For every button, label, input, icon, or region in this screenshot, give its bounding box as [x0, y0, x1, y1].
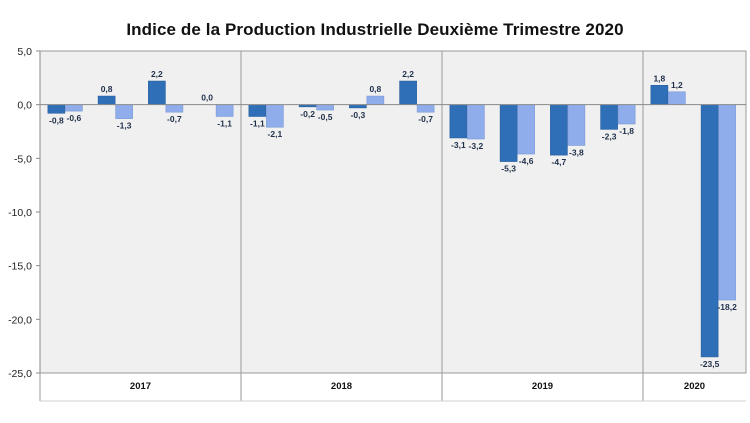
bar-2018-1-b: [266, 104, 284, 128]
bar-2018-1-a: [248, 104, 267, 117]
data-label: -0,7: [418, 114, 433, 124]
bar-2018-2-b: [316, 104, 334, 111]
bar-2017-1-b: [65, 104, 83, 112]
y-tick-label: 5,0: [17, 46, 32, 58]
data-label: -4,7: [552, 157, 567, 167]
data-label: -1,1: [250, 118, 265, 128]
bar-2017-3-b: [165, 104, 184, 113]
bar-2017-2-a: [97, 95, 116, 105]
data-label: 2,2: [402, 69, 414, 79]
x-category-label-2019: 2019: [532, 381, 553, 392]
bar-2018-4-b: [416, 104, 435, 113]
bar-2019-1-a: [449, 104, 468, 139]
x-category-label-2018: 2018: [331, 381, 352, 392]
data-label: -0,6: [67, 113, 82, 123]
y-tick-label: -20,0: [8, 314, 32, 326]
bar-2020-2-a: [700, 104, 719, 358]
x-category-label-2017: 2017: [130, 381, 151, 392]
y-tick-label: -15,0: [8, 261, 32, 273]
data-label: -3,2: [469, 141, 484, 151]
bar-2019-3-b: [567, 104, 586, 146]
y-tick-label: -10,0: [8, 207, 32, 219]
data-label: 0,0: [201, 93, 213, 103]
data-label: -1,3: [117, 121, 132, 131]
y-tick-label: -5,0: [14, 153, 32, 165]
chart-title: Indice de la Production Industrielle Deu…: [126, 20, 624, 39]
bar-2017-2-b: [115, 104, 133, 119]
data-label: -0,8: [49, 115, 64, 125]
data-label: 0,8: [101, 84, 113, 94]
bar-2020-1-a: [650, 85, 669, 105]
data-label: 1,2: [671, 80, 683, 90]
data-label: -2,3: [602, 131, 617, 141]
bar-2020-1-b: [668, 91, 686, 105]
data-label: -3,1: [451, 140, 466, 150]
data-label: -2,1: [268, 129, 283, 139]
data-label: 0,8: [369, 84, 381, 94]
data-label: -0,7: [167, 114, 182, 124]
x-category-label-2020: 2020: [684, 381, 705, 392]
data-label: -4,6: [519, 156, 534, 166]
data-label: -3,8: [569, 147, 584, 157]
data-label: -18,2: [717, 302, 737, 312]
bar-2020-2-b: [718, 104, 736, 301]
bar-2019-2-a: [499, 104, 518, 162]
bar-2019-1-b: [467, 104, 485, 140]
plot-area: [39, 50, 747, 374]
data-label: -1,8: [619, 126, 634, 136]
bar-2017-3-a: [148, 80, 166, 105]
bar-2017-1-a: [47, 104, 66, 114]
bar-2019-4-a: [600, 104, 618, 130]
bar-2017-4-b: [215, 104, 234, 117]
bar-2019-3-a: [550, 104, 568, 156]
bar-2018-4-a: [399, 80, 417, 105]
data-label: -0,3: [351, 110, 366, 120]
y-tick-label: -25,0: [8, 368, 32, 380]
bar-2019-2-b: [517, 104, 535, 155]
data-label: 1,8: [653, 73, 665, 83]
bar-2018-3-b: [366, 95, 385, 105]
bar-2019-4-b: [617, 104, 636, 125]
data-label: -1,1: [217, 118, 232, 128]
data-label: -23,5: [700, 359, 720, 369]
data-label: 2,2: [151, 69, 163, 79]
data-label: -5,3: [501, 164, 516, 174]
y-tick-label: 0,0: [17, 100, 32, 112]
data-label: -0,5: [318, 112, 333, 122]
data-label: -0,2: [300, 109, 315, 119]
